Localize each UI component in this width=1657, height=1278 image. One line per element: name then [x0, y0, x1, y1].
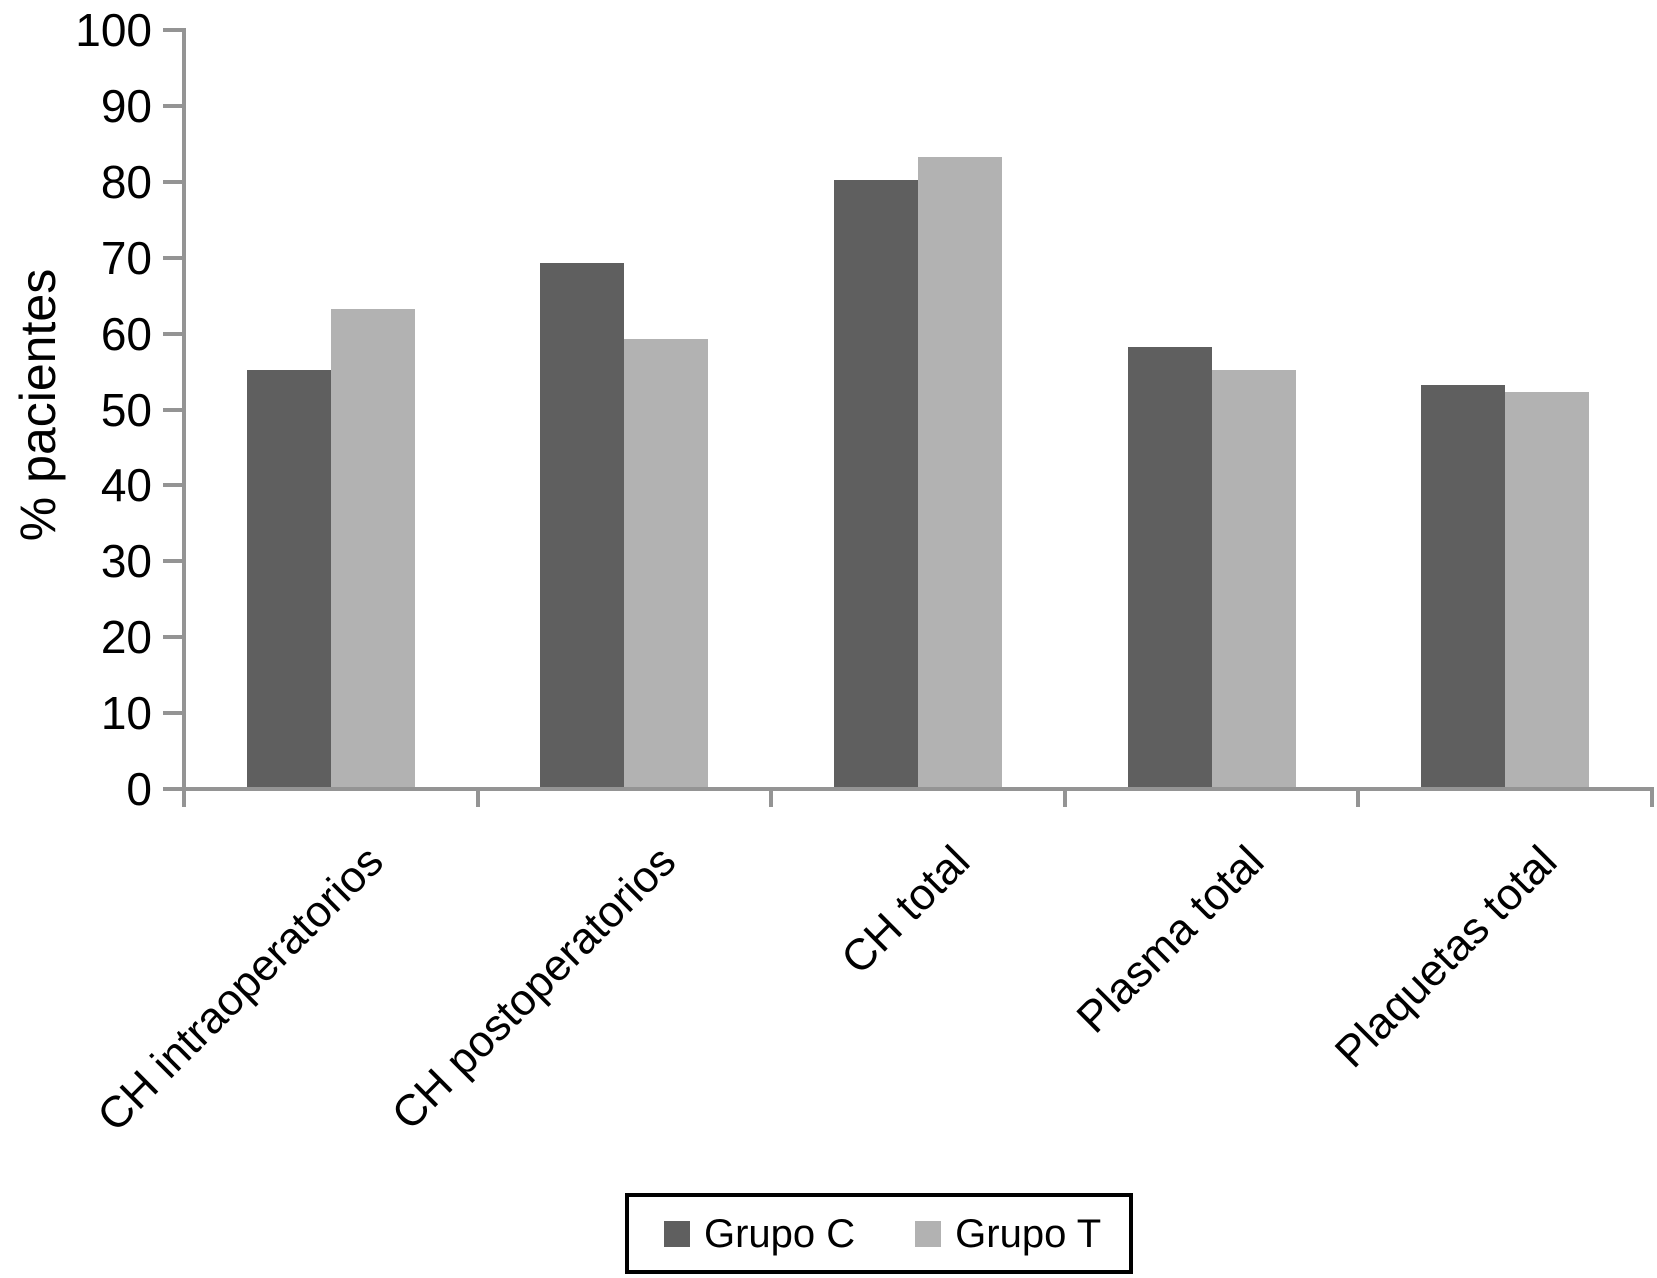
y-tick-label: 60 — [100, 308, 152, 360]
y-tick-label: 40 — [100, 459, 152, 511]
y-tick-label: 100 — [75, 4, 152, 56]
bar-grupo-t — [918, 157, 1002, 787]
x-tick-mark — [1650, 787, 1654, 807]
y-tick-label: 30 — [100, 535, 152, 587]
x-category-label: CH postoperatorios — [382, 836, 686, 1140]
y-tick-mark — [163, 104, 186, 108]
y-tick-label: 20 — [100, 611, 152, 663]
bar-grupo-t — [624, 339, 708, 787]
x-tick-mark — [1356, 787, 1360, 807]
legend-label: Grupo C — [704, 1211, 856, 1256]
y-tick-mark — [163, 635, 186, 639]
y-tick-mark — [163, 28, 186, 32]
x-tick-mark — [769, 787, 773, 807]
y-tick-label: 90 — [100, 80, 152, 132]
y-tick-mark — [163, 787, 186, 791]
x-category-label: Plasma total — [1067, 836, 1274, 1043]
y-tick-mark — [163, 559, 186, 563]
bar-grupo-c — [834, 180, 918, 787]
y-tick-mark — [163, 711, 186, 715]
x-tick-mark — [476, 787, 480, 807]
y-tick-label: 0 — [126, 763, 152, 815]
bar-grupo-c — [247, 370, 331, 787]
legend-item-grupo-t: Grupo T — [915, 1214, 1101, 1254]
y-tick-label: 80 — [100, 156, 152, 208]
y-tick-mark — [163, 332, 186, 336]
x-tick-mark — [1063, 787, 1067, 807]
bar-grupo-c — [1128, 347, 1212, 787]
x-category-label: CH intraoperatorios — [87, 836, 393, 1141]
bar-grupo-c — [1421, 385, 1505, 787]
bar-grupo-t — [331, 309, 415, 787]
y-tick-label: 10 — [100, 687, 152, 739]
y-tick-mark — [163, 483, 186, 487]
bar-grupo-c — [540, 263, 624, 787]
legend-swatch-icon — [915, 1220, 942, 1247]
x-category-label: Plaquetas total — [1325, 836, 1567, 1078]
y-tick-label: 50 — [100, 384, 152, 436]
y-tick-mark — [163, 408, 186, 412]
y-tick-mark — [163, 180, 186, 184]
y-tick-label: 70 — [100, 232, 152, 284]
y-tick-mark — [163, 256, 186, 260]
x-category-label: CH total — [832, 836, 980, 984]
legend-label: Grupo T — [955, 1211, 1102, 1256]
legend-box: Grupo C Grupo T — [625, 1193, 1133, 1274]
bar-grupo-t — [1212, 370, 1296, 787]
legend-swatch-icon — [664, 1220, 690, 1247]
x-tick-mark — [182, 787, 186, 807]
legend-item-grupo-c: Grupo C — [664, 1214, 855, 1254]
bar-grupo-t — [1505, 392, 1589, 787]
x-axis-line — [182, 787, 1654, 791]
